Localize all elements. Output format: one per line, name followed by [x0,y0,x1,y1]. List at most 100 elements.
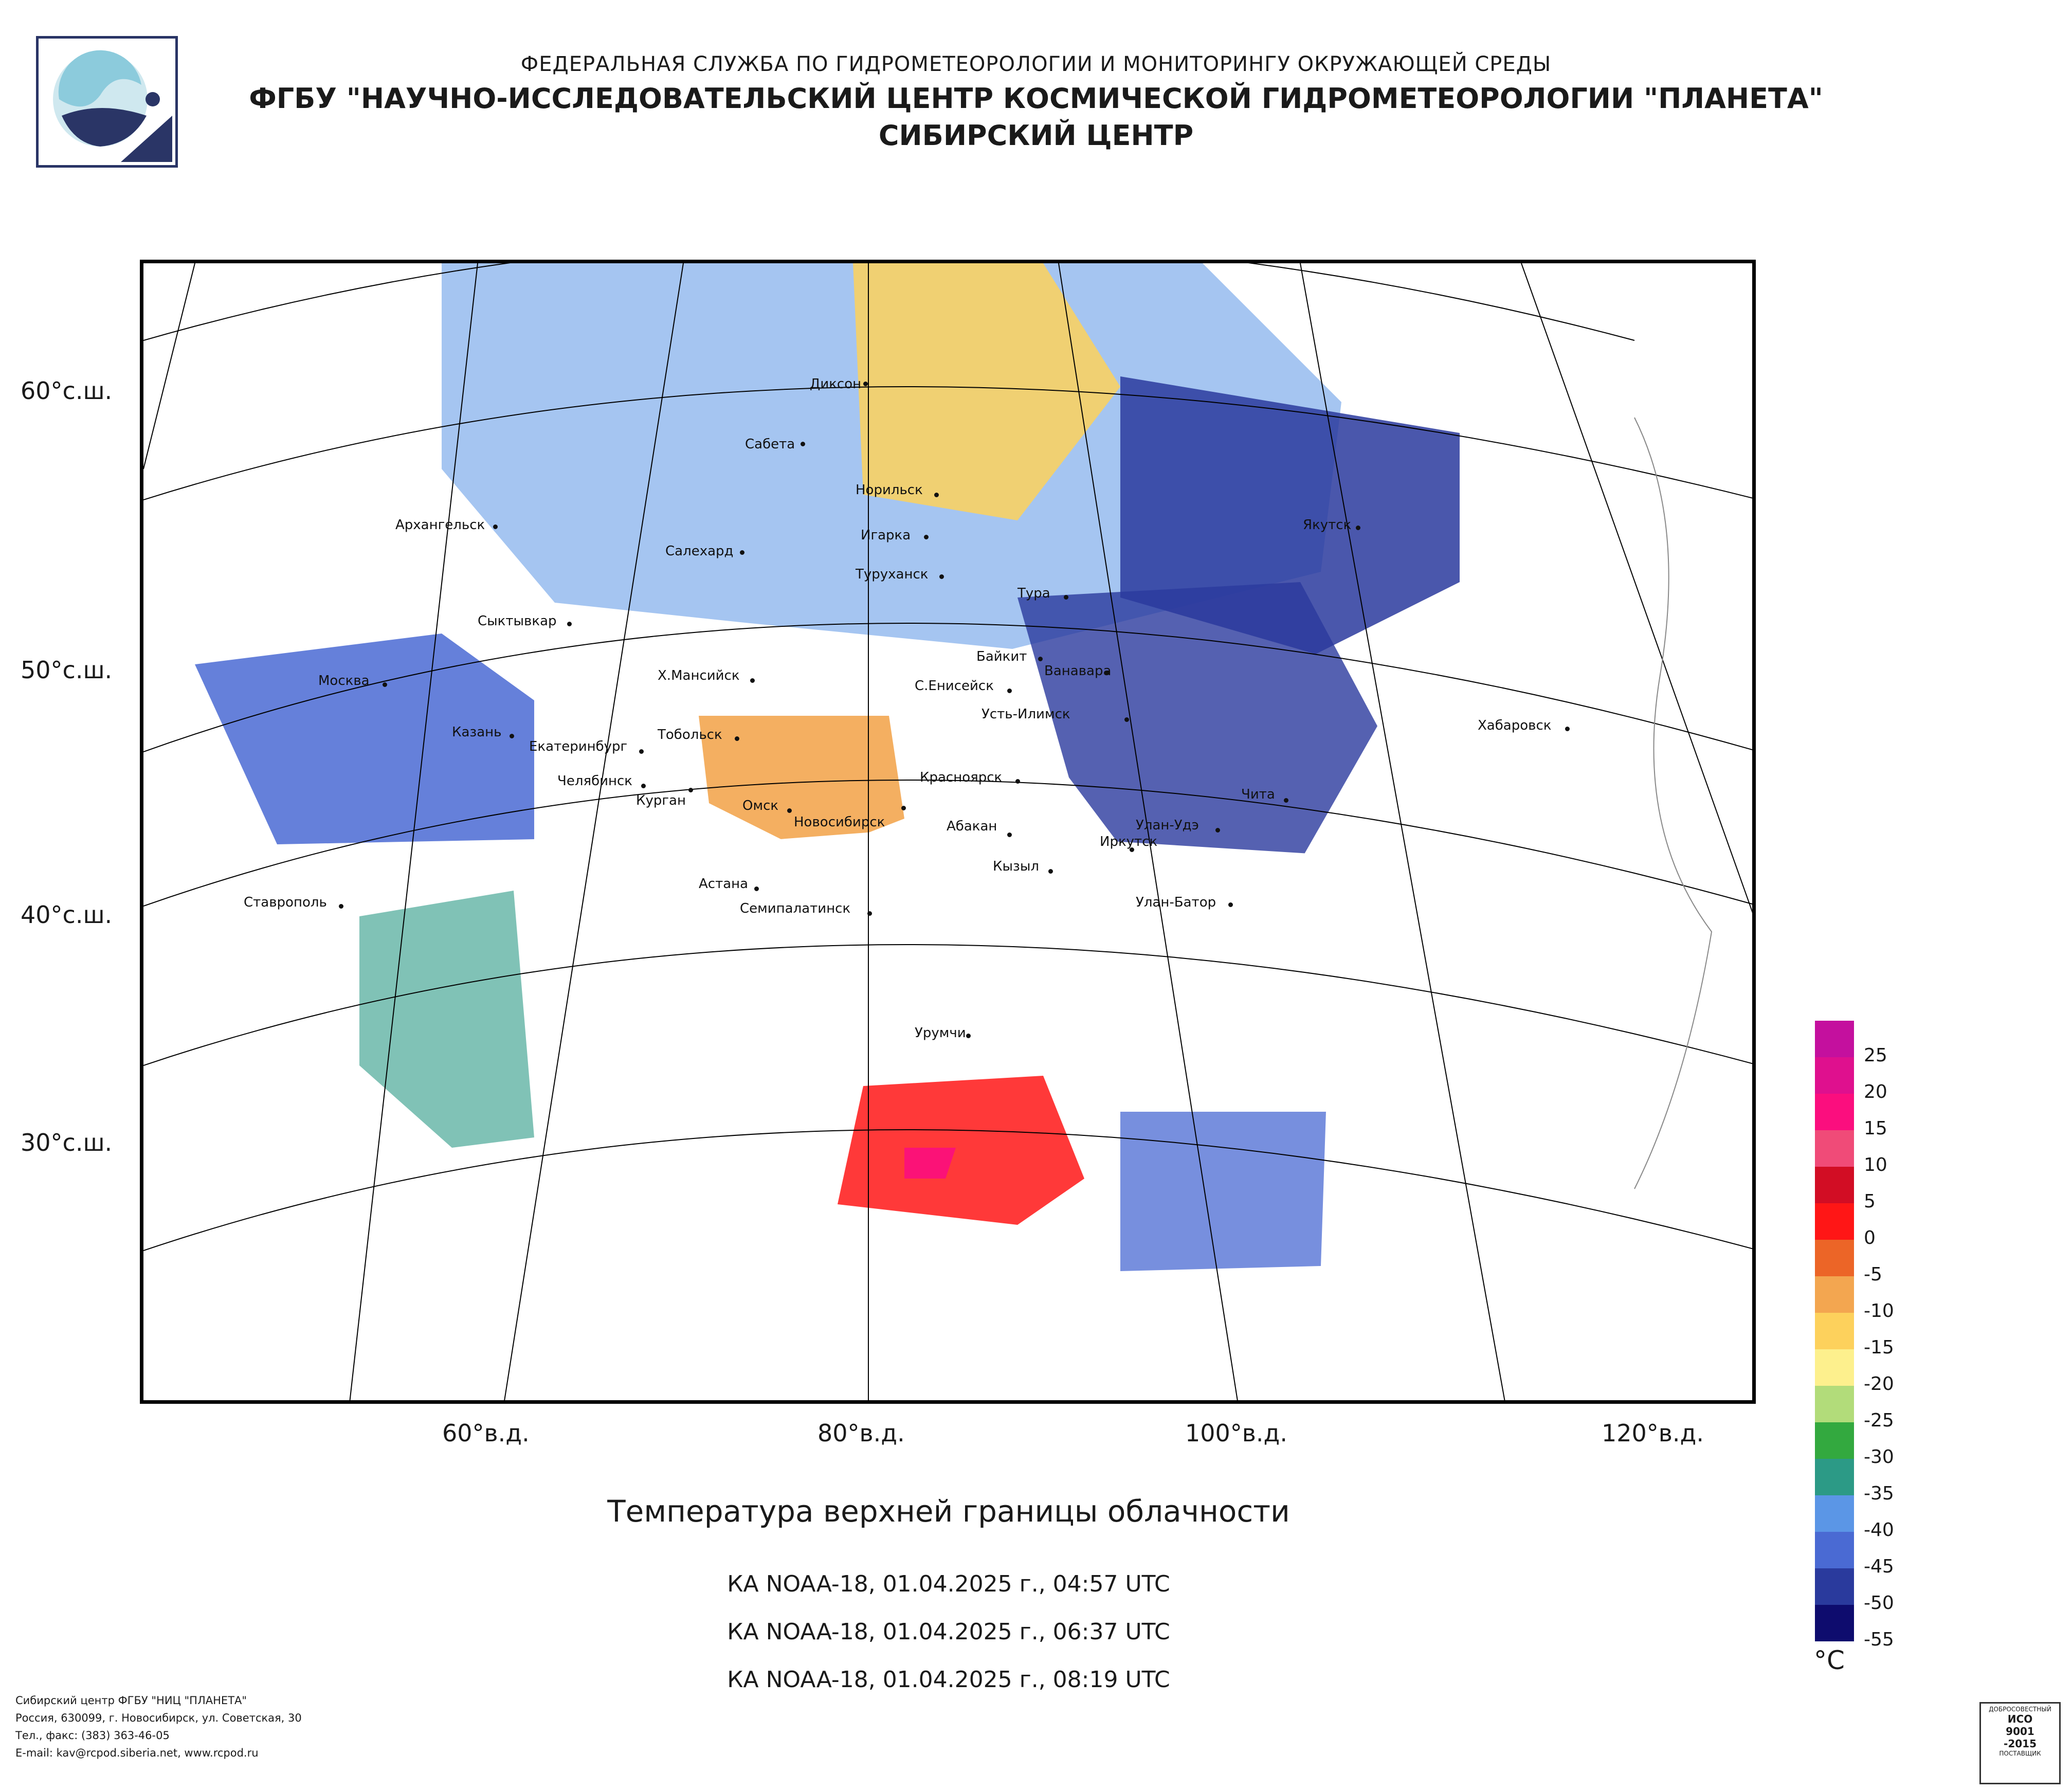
city-label: Новосибирск [794,815,885,830]
city-dot [1007,689,1012,693]
legend-swatch [1815,1094,1854,1130]
city-dot [939,574,944,579]
legend-tick: -5 [1864,1264,1882,1285]
map-title: Температура верхней границы облачности [607,1494,1290,1529]
city-label: Красноярск [920,770,1003,785]
city-label: Казань [452,725,502,740]
header-center: СИБИРСКИЙ ЦЕНТР [878,119,1194,152]
cert-iso: ИСО [2007,1713,2033,1725]
planeta-logo [36,36,178,168]
legend-swatch [1815,1422,1854,1459]
city-dot [867,911,872,916]
city-dot [339,904,343,909]
city-dot [510,734,514,738]
city-label: Сыктывкар [478,613,557,629]
city-dot [641,784,646,788]
lon-label-100: 100°в.д. [1185,1419,1287,1447]
city-label: Урумчи [915,1025,966,1041]
legend-tick: -15 [1864,1337,1894,1358]
legend-tick: -45 [1864,1556,1894,1577]
legend-swatch [1815,1057,1854,1094]
legend-tick: 15 [1864,1118,1887,1139]
legend-swatch [1815,1495,1854,1532]
legend-swatch [1815,1313,1854,1349]
city-dot [688,788,693,792]
satellite-map: Диксон Сабета Норильск Игарка Архангельс… [140,260,1756,1404]
city-label: Астана [699,876,749,892]
city-label: Абакан [947,819,997,834]
cloud-siberia-warm [699,716,904,855]
coastline [1634,417,1713,1189]
city-dot [735,736,739,741]
city-label: Екатеринбург [529,739,628,754]
legend-tick: 25 [1864,1045,1887,1066]
legend-tick: -20 [1864,1373,1894,1395]
legend-swatch [1815,1203,1854,1240]
city-label: Диксон [810,376,862,392]
header-institute: ФГБУ "НАУЧНО-ИССЛЕДОВАТЕЛЬСКИЙ ЦЕНТР КОС… [249,82,1823,115]
city-dot [1215,828,1220,833]
city-dot [787,808,792,813]
lon-label-80: 80°в.д. [817,1419,905,1447]
legend-tick: 0 [1864,1227,1876,1249]
city-dot [901,806,906,810]
legend-tick: -30 [1864,1446,1894,1468]
legend-tick: -35 [1864,1483,1894,1504]
city-label: Челябинск [557,773,633,789]
city-dot [639,749,644,754]
city-label: Х.Мансийск [658,668,740,683]
legend-swatch [1815,1459,1854,1495]
city-dot [801,442,805,446]
swath-south [359,829,1326,1281]
legend-tick: -40 [1864,1519,1894,1541]
city-dot [924,535,929,539]
city-label: Игарка [861,528,911,543]
logo-emblem-icon [53,50,172,162]
legend-swatch [1815,1276,1854,1313]
city-label: Омск [742,798,779,813]
city-label: Якутск [1303,517,1352,533]
footer-address: Россия, 630099, г. Новосибирск, ул. Сове… [15,1712,302,1724]
city-dot [1038,657,1043,661]
footer-phone: Тел., факс: (383) 363-46-05 [15,1729,170,1742]
legend-swatch [1815,1167,1854,1203]
city-dot [383,682,387,687]
city-label: Ванавара [1044,663,1112,679]
lat-label-60: 60°с.ш. [21,377,113,405]
city-dot [1015,779,1020,784]
pass-3: КА NOAA-18, 01.04.2025 г., 08:19 UTC [727,1667,1170,1693]
city-label: Иркутск [1100,834,1158,849]
cert-year: -2015 [2004,1738,2037,1750]
legend-tick: -10 [1864,1300,1894,1322]
city-label: Хабаровск [1478,718,1552,733]
city-label: Москва [318,673,370,689]
iso-certificate-badge: ДОБРОСОВЕСТНЫЙ ИСО 9001 -2015 ПОСТАВЩИК [1979,1702,2061,1784]
graticule [143,263,1752,1400]
cloud-baikal [1017,582,1377,906]
city-label: Улан-Удэ [1136,818,1199,833]
pass-1: КА NOAA-18, 01.04.2025 г., 04:57 UTC [727,1571,1170,1597]
city-label: Норильск [856,482,923,498]
city-label: Тобольск [658,727,722,743]
city-label: Усть-Илимск [982,707,1070,722]
cloud-temperature-map [143,263,1752,1400]
city-dot [1124,717,1129,722]
header-agency: ФЕДЕРАЛЬНАЯ СЛУЖБА ПО ГИДРОМЕТЕОРОЛОГИИ … [520,52,1552,76]
city-label: Кызыл [993,859,1039,874]
legend-swatch [1815,1021,1854,1057]
cloud-caspian [359,891,534,1148]
city-dot [754,887,759,891]
legend-swatch [1815,1605,1854,1641]
city-dot [1284,798,1288,803]
city-dot [1048,869,1053,874]
city-label: Семипалатинск [740,901,851,916]
legend-swatch [1815,1130,1854,1167]
city-dot [1228,902,1233,907]
legend-swatch [1815,1568,1854,1605]
cloud-yakutia [1120,376,1460,654]
cloud-hot-spot [904,1148,956,1179]
lon-label-60: 60°в.д. [442,1419,530,1447]
cloud-south-east [1120,1112,1326,1271]
legend-tick: 5 [1864,1191,1876,1212]
temperature-legend [1815,1021,1854,1641]
